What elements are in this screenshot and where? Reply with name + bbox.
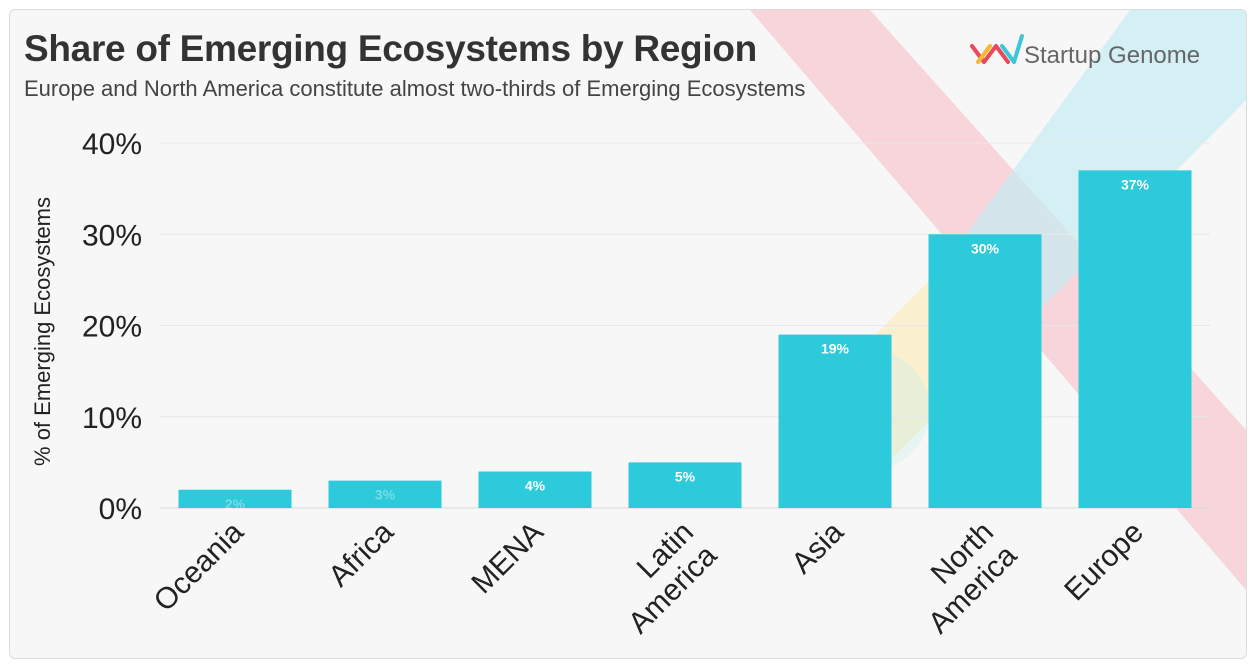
startup-genome-logo-icon [970,34,1024,64]
y-axis-label: % of Emerging Ecosystems [30,197,55,466]
x-tick-label-line: Europe [1058,516,1150,608]
x-tick-label: NorthAmerica [899,515,1024,640]
x-tick-label-line: Asia [785,515,850,580]
data-label: 5% [675,468,696,484]
bar [778,334,892,508]
data-label: 2% [225,496,246,512]
chart-title: Share of Emerging Ecosystems by Region [24,28,757,69]
bar [928,234,1042,508]
x-tick-label-line: Oceania [148,515,251,618]
y-tick-label: 20% [82,311,142,344]
x-tick-label: LatinAmerica [599,515,724,640]
data-label: 37% [1121,176,1150,192]
data-label: 3% [375,487,396,503]
x-tick-label: Africa [322,515,400,593]
data-label: 4% [525,478,546,494]
logo-stroke-yellow [976,44,992,64]
bar [1078,170,1192,508]
y-tick-label: 10% [82,402,142,435]
x-tick-label-line: MENA [465,516,550,601]
x-tick-label: Oceania [148,515,251,618]
data-label: 30% [971,240,1000,256]
chart-card: Share of Emerging Ecosystems by Region E… [9,9,1247,659]
bar [178,489,292,508]
brand-logo: Startup Genome [968,32,1238,82]
bar [478,471,592,508]
bar [628,462,742,508]
x-tick-label: Asia [785,515,850,580]
brand-name: Startup Genome [1024,42,1201,69]
x-tick-label: Europe [1058,516,1150,608]
data-label: 19% [821,341,850,357]
bar-chart: % of Emerging Ecosystems 0% 10% 20% 30% 40% 2%… [30,128,1210,640]
x-tick-label: MENA [465,516,550,601]
y-tick-label: 0% [99,493,142,526]
x-tick-label-line: Africa [322,515,400,593]
bar [328,480,442,508]
logo-stroke-pink [970,44,1010,64]
y-tick-label: 40% [82,128,142,161]
logo-stroke-cyan [1000,34,1024,64]
chart-subtitle: Europe and North America constitute almo… [24,76,806,101]
y-tick-label: 30% [82,219,142,252]
